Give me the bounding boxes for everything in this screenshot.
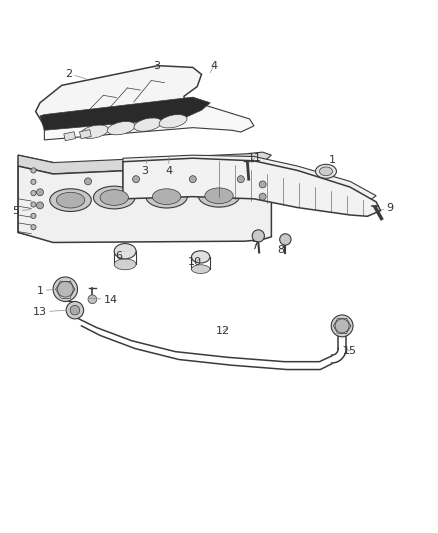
Text: 5: 5	[12, 206, 30, 216]
Ellipse shape	[146, 185, 187, 208]
Text: 15: 15	[343, 346, 357, 356]
Text: 2: 2	[65, 69, 86, 79]
Circle shape	[237, 176, 244, 183]
Text: 11: 11	[248, 153, 262, 163]
Text: 13: 13	[33, 307, 67, 317]
Text: 7: 7	[251, 240, 258, 251]
Ellipse shape	[50, 189, 91, 212]
Circle shape	[57, 281, 73, 297]
Circle shape	[335, 319, 349, 333]
Ellipse shape	[57, 192, 85, 208]
Circle shape	[85, 178, 92, 185]
Polygon shape	[40, 97, 210, 130]
Polygon shape	[35, 66, 201, 126]
Ellipse shape	[315, 164, 336, 179]
Text: 14: 14	[89, 295, 118, 305]
Ellipse shape	[191, 265, 210, 273]
Circle shape	[331, 315, 353, 337]
Ellipse shape	[205, 188, 233, 204]
Circle shape	[252, 230, 265, 242]
Circle shape	[31, 179, 36, 184]
Circle shape	[31, 168, 36, 173]
Ellipse shape	[198, 184, 240, 207]
Text: 10: 10	[188, 257, 202, 267]
Circle shape	[133, 176, 140, 183]
Ellipse shape	[93, 186, 135, 209]
Circle shape	[88, 295, 97, 304]
Circle shape	[280, 234, 291, 245]
Text: 9: 9	[381, 203, 394, 213]
Ellipse shape	[159, 115, 187, 128]
Text: 3: 3	[141, 159, 148, 176]
Ellipse shape	[114, 259, 136, 270]
Bar	[80, 130, 91, 139]
Text: 4: 4	[165, 157, 172, 176]
Ellipse shape	[134, 118, 162, 131]
Circle shape	[31, 224, 36, 230]
Circle shape	[36, 189, 43, 196]
Ellipse shape	[81, 125, 109, 139]
Circle shape	[53, 277, 78, 302]
Polygon shape	[18, 163, 272, 243]
Circle shape	[259, 181, 266, 188]
Circle shape	[259, 193, 266, 200]
Polygon shape	[18, 155, 53, 240]
Polygon shape	[123, 158, 381, 216]
Text: 6: 6	[115, 251, 125, 261]
Circle shape	[31, 202, 36, 207]
Text: 12: 12	[215, 326, 230, 336]
Ellipse shape	[198, 176, 229, 187]
Ellipse shape	[319, 167, 332, 176]
Circle shape	[66, 302, 84, 319]
Ellipse shape	[191, 251, 210, 263]
Circle shape	[70, 305, 80, 315]
Circle shape	[189, 176, 196, 183]
Ellipse shape	[153, 172, 183, 182]
Text: 1: 1	[36, 286, 54, 295]
Text: 8: 8	[277, 244, 285, 255]
Text: 3: 3	[153, 61, 160, 71]
Polygon shape	[44, 103, 254, 140]
Polygon shape	[18, 152, 272, 174]
Ellipse shape	[107, 122, 135, 135]
Polygon shape	[123, 155, 376, 202]
Circle shape	[31, 190, 36, 196]
Circle shape	[36, 202, 43, 209]
Text: 4: 4	[210, 61, 217, 72]
Ellipse shape	[244, 181, 275, 191]
Text: 1: 1	[326, 155, 336, 165]
Bar	[64, 132, 75, 141]
Ellipse shape	[152, 189, 181, 205]
Circle shape	[31, 213, 36, 219]
Ellipse shape	[100, 190, 128, 205]
Ellipse shape	[114, 244, 136, 259]
